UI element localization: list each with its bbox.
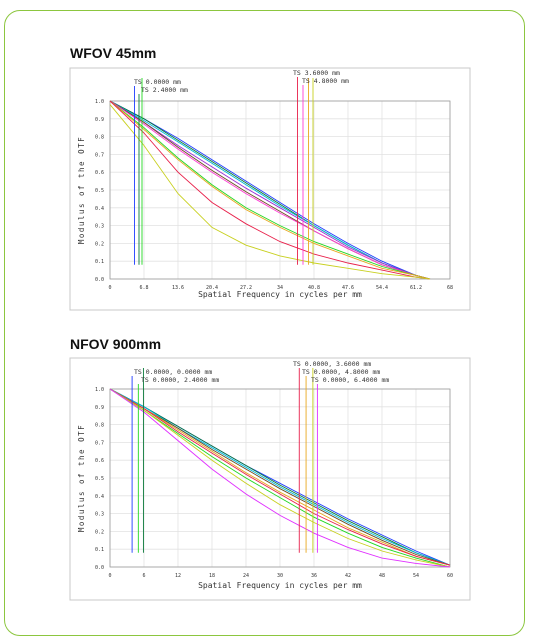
y-tick-label: 0.9 [95, 117, 104, 123]
x-tick-label: 47.6 [342, 285, 354, 291]
series-line [109, 100, 431, 280]
series-line [109, 388, 451, 566]
x-tick-label: 18 [209, 573, 215, 579]
legend-label: TS 0.0000, 0.0000 mm [134, 368, 212, 376]
x-tick-label: 12 [175, 573, 181, 579]
x-tick-label: 27.2 [240, 285, 252, 291]
y-tick-label: 0.3 [95, 224, 104, 230]
y-tick-label: 0.7 [95, 440, 104, 446]
x-tick-label: 54.4 [376, 285, 388, 291]
series-line [109, 100, 431, 280]
legend-label: TS 3.6000 mm [293, 69, 340, 77]
x-tick-label: 6 [142, 573, 145, 579]
y-tick-label: 0.7 [95, 152, 104, 158]
series-line [109, 100, 431, 280]
y-axis-label: Modulus of the OTF [77, 424, 86, 532]
x-axis-label: Spatial Frequency in cycles per mm [198, 581, 362, 590]
y-tick-label: 1.0 [95, 99, 104, 105]
legend-label: TS 2.4000 mm [141, 86, 188, 94]
series-line [109, 100, 431, 280]
y-tick-label: 0.9 [95, 405, 104, 411]
legend-label: TS 0.0000, 4.8000 mm [302, 368, 380, 376]
y-tick-label: 0.3 [95, 512, 104, 518]
series-line [109, 388, 451, 566]
y-tick-label: 0.6 [95, 170, 104, 176]
y-tick-label: 0.4 [95, 494, 104, 500]
legend-label: TS 0.0000, 2.4000 mm [141, 376, 219, 384]
series-line [109, 388, 451, 566]
legend-label: TS 4.8000 mm [302, 77, 349, 85]
x-tick-label: 40.8 [308, 285, 320, 291]
series-line [109, 104, 431, 280]
chart-title-wfov: WFOV 45mm [70, 45, 157, 61]
series-line [109, 100, 431, 280]
chart-0: 0 6.8 13.6 20.4 27.2 34 40.8 47.6 54.4 61.2 68 0.0 0… [69, 67, 471, 311]
series-line [109, 388, 451, 568]
series-line [109, 388, 451, 566]
x-tick-label: 30 [277, 573, 283, 579]
x-tick-label: 42 [345, 573, 351, 579]
chart-1: 0 6 12 18 24 30 36 42 48 54 60 0.0 0.1 0.2 0.3 0.4 0.5 0.… [69, 357, 471, 601]
series-line [109, 100, 431, 280]
legend-label: TS 0.0000, 6.4000 mm [311, 376, 389, 384]
series-line [109, 388, 451, 568]
y-tick-label: 0.0 [95, 565, 104, 571]
x-tick-label: 36 [311, 573, 317, 579]
y-tick-label: 0.8 [95, 423, 104, 429]
x-tick-label: 34 [277, 285, 283, 291]
chart-title-nfov: NFOV 900mm [70, 336, 162, 352]
x-tick-label: 54 [413, 573, 419, 579]
x-tick-label: 0 [108, 285, 111, 291]
y-tick-label: 0.8 [95, 135, 104, 141]
y-tick-label: 0.1 [95, 259, 104, 265]
y-tick-label: 0.2 [95, 529, 104, 535]
x-tick-label: 20.4 [206, 285, 218, 291]
plot-border [109, 388, 451, 568]
y-tick-label: 0.4 [95, 206, 104, 212]
x-tick-label: 24 [243, 573, 249, 579]
x-tick-label: 48 [379, 573, 385, 579]
y-tick-label: 0.1 [95, 547, 104, 553]
y-tick-label: 0.0 [95, 277, 104, 283]
legend-label: TS 0.0000, 3.6000 mm [293, 360, 371, 368]
series-line [109, 388, 451, 568]
y-tick-label: 0.6 [95, 458, 104, 464]
x-tick-label: 68 [447, 285, 453, 291]
x-tick-label: 13.6 [172, 285, 184, 291]
plot-border [109, 100, 451, 280]
legend-label: TS 0.0000 mm [134, 78, 181, 86]
y-tick-label: 0.5 [95, 188, 104, 194]
series-line [109, 388, 451, 566]
y-tick-label: 0.2 [95, 241, 104, 247]
y-tick-label: 0.5 [95, 476, 104, 482]
x-tick-label: 6.8 [139, 285, 148, 291]
x-tick-label: 61.2 [410, 285, 422, 291]
x-tick-label: 60 [447, 573, 453, 579]
x-axis-label: Spatial Frequency in cycles per mm [198, 290, 362, 299]
y-axis-label: Modulus of the OTF [77, 136, 86, 244]
y-tick-label: 1.0 [95, 387, 104, 393]
x-tick-label: 0 [108, 573, 111, 579]
